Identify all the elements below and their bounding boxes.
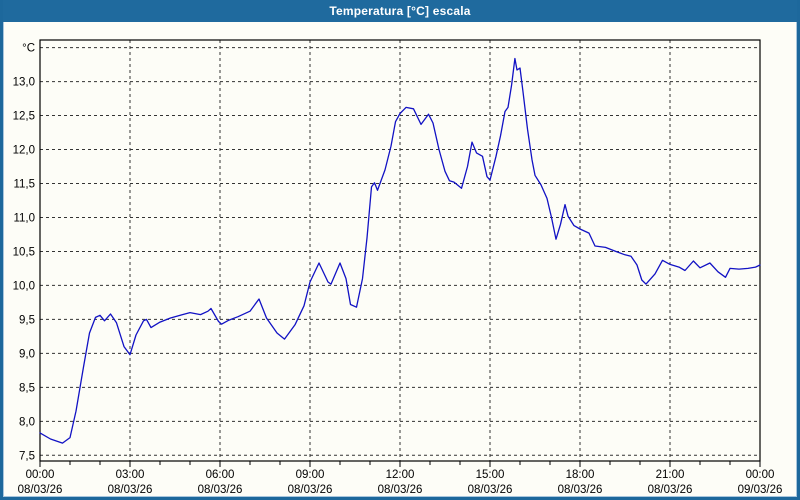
x-tick-date-label: 08/03/26 [558, 484, 603, 496]
x-tick-time-label: 06:00 [206, 469, 235, 481]
x-tick-date-label: 08/03/26 [288, 484, 333, 496]
x-tick-time-label: 18:00 [566, 469, 595, 481]
y-tick-label: 12,0 [13, 145, 35, 157]
plot-border [39, 39, 761, 462]
x-tick-date-label: 08/03/26 [18, 484, 63, 496]
y-tick-label: 7,5 [19, 450, 35, 462]
x-tick-time-label: 21:00 [656, 469, 685, 481]
y-tick-label: 9,0 [19, 348, 35, 360]
x-tick-date-label: 09/03/26 [738, 484, 783, 496]
x-tick-date-label: 08/03/26 [648, 484, 693, 496]
y-tick-label: 9,5 [19, 314, 35, 326]
chart-title-bar: Temperatura [°C] escala [3, 0, 797, 22]
y-tick-label: 11,0 [13, 212, 35, 224]
x-tick-date-label: 08/03/26 [378, 484, 423, 496]
x-tick-time-label: 09:00 [296, 469, 325, 481]
temperature-series-line [39, 57, 761, 444]
x-tick-date-label: 08/03/26 [108, 484, 153, 496]
x-tick-time-label: 03:00 [116, 469, 145, 481]
chart-title: Temperatura [°C] escala [329, 4, 471, 18]
y-tick-label: 8,5 [19, 382, 35, 394]
y-axis-unit-label: °C [22, 43, 35, 55]
y-tick-label: 8,0 [19, 416, 35, 428]
x-tick-time-label: 00:00 [746, 469, 775, 481]
y-tick-label: 11,5 [13, 179, 35, 191]
x-tick-time-label: 12:00 [386, 469, 415, 481]
x-tick-time-label: 15:00 [476, 469, 505, 481]
y-tick-label: 12,5 [13, 111, 35, 123]
y-tick-label: 13,0 [13, 77, 35, 89]
y-tick-label: 10,0 [13, 280, 35, 292]
x-tick-date-label: 08/03/26 [198, 484, 243, 496]
x-tick-date-label: 08/03/26 [468, 484, 513, 496]
x-tick-time-label: 00:00 [26, 469, 55, 481]
y-tick-label: 10,5 [13, 246, 35, 258]
